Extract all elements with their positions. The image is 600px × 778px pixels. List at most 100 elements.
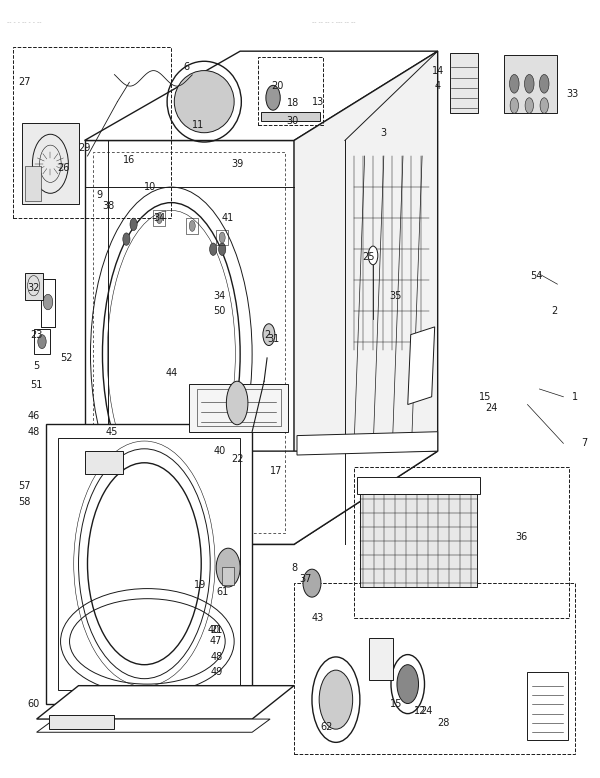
Text: 11: 11 — [192, 120, 205, 130]
Text: 50: 50 — [213, 307, 226, 317]
Text: 17: 17 — [270, 465, 282, 475]
Bar — [261, 112, 320, 121]
Bar — [154, 210, 166, 226]
Bar — [360, 494, 476, 587]
Ellipse shape — [209, 243, 217, 255]
Text: 40: 40 — [207, 625, 220, 635]
Text: 34: 34 — [213, 291, 226, 301]
Text: 19: 19 — [194, 580, 206, 590]
Ellipse shape — [219, 232, 225, 243]
Text: 7: 7 — [581, 438, 587, 448]
Text: 5: 5 — [34, 361, 40, 370]
Bar — [503, 55, 557, 114]
Text: 51: 51 — [31, 380, 43, 390]
Text: 40: 40 — [213, 446, 226, 456]
Bar — [294, 584, 575, 754]
Text: 30: 30 — [287, 116, 299, 126]
Polygon shape — [408, 327, 434, 405]
Bar — [49, 715, 115, 729]
Text: 49: 49 — [210, 668, 223, 678]
Polygon shape — [37, 685, 294, 719]
Text: -- - - -- - - --: -- - - -- - - -- — [7, 20, 41, 25]
Text: 12: 12 — [413, 706, 426, 717]
Bar — [13, 47, 171, 218]
Text: 2: 2 — [264, 330, 270, 340]
Ellipse shape — [174, 71, 234, 133]
Ellipse shape — [319, 670, 353, 729]
Polygon shape — [46, 424, 252, 703]
Text: 48: 48 — [28, 426, 40, 436]
Bar — [216, 230, 228, 245]
Text: 48: 48 — [210, 652, 223, 662]
Text: 16: 16 — [123, 155, 136, 165]
Ellipse shape — [263, 324, 275, 345]
Polygon shape — [85, 451, 437, 545]
Text: 31: 31 — [267, 334, 279, 344]
Bar — [449, 53, 478, 114]
Bar — [354, 467, 569, 618]
Text: 10: 10 — [144, 182, 157, 192]
Ellipse shape — [524, 75, 534, 93]
Text: 6: 6 — [183, 61, 190, 72]
Bar — [41, 279, 55, 327]
Text: 15: 15 — [479, 392, 492, 401]
Text: 14: 14 — [431, 65, 444, 75]
Text: 9: 9 — [97, 190, 103, 200]
Text: 23: 23 — [31, 330, 43, 340]
Text: 32: 32 — [28, 283, 40, 293]
Text: 1: 1 — [572, 392, 578, 401]
Bar — [25, 272, 43, 300]
Text: 35: 35 — [389, 291, 402, 301]
Text: 22: 22 — [231, 454, 244, 464]
Text: 4: 4 — [434, 81, 441, 91]
Polygon shape — [85, 51, 437, 141]
Bar — [85, 141, 294, 545]
Text: 18: 18 — [287, 98, 299, 108]
Polygon shape — [294, 51, 437, 545]
Text: 37: 37 — [300, 574, 312, 584]
Bar — [34, 329, 50, 354]
Polygon shape — [37, 719, 270, 732]
Bar — [186, 218, 198, 233]
Text: 39: 39 — [231, 159, 243, 169]
Ellipse shape — [266, 86, 280, 110]
Ellipse shape — [226, 381, 248, 425]
Text: 13: 13 — [312, 96, 324, 107]
Ellipse shape — [189, 220, 195, 231]
Text: 29: 29 — [79, 143, 91, 153]
Text: 34: 34 — [153, 213, 166, 223]
Text: 58: 58 — [19, 496, 31, 506]
Text: 44: 44 — [165, 369, 178, 378]
Bar — [25, 166, 41, 201]
Text: 57: 57 — [19, 481, 31, 491]
Ellipse shape — [216, 548, 240, 587]
Text: 60: 60 — [28, 699, 40, 709]
Text: 45: 45 — [105, 426, 118, 436]
Text: 36: 36 — [515, 531, 527, 541]
Bar — [369, 637, 393, 680]
Text: 33: 33 — [566, 89, 578, 99]
Bar — [94, 152, 285, 533]
Text: 24: 24 — [421, 706, 433, 717]
Text: 2: 2 — [551, 307, 557, 317]
Text: 38: 38 — [103, 202, 115, 212]
Text: 25: 25 — [362, 252, 375, 262]
Bar — [258, 57, 323, 125]
Text: 26: 26 — [58, 163, 70, 173]
Ellipse shape — [38, 335, 46, 349]
Text: 46: 46 — [28, 412, 40, 421]
Bar — [527, 671, 568, 740]
Ellipse shape — [509, 75, 519, 93]
Bar — [357, 477, 479, 494]
Bar — [58, 438, 240, 690]
Text: 15: 15 — [389, 699, 402, 709]
Polygon shape — [297, 432, 437, 455]
Text: 3: 3 — [381, 128, 387, 138]
Ellipse shape — [43, 294, 53, 310]
Text: 54: 54 — [530, 272, 542, 282]
Ellipse shape — [539, 75, 549, 93]
Text: 24: 24 — [485, 404, 498, 413]
Text: 41: 41 — [222, 213, 234, 223]
Ellipse shape — [130, 218, 137, 230]
Ellipse shape — [397, 664, 419, 703]
